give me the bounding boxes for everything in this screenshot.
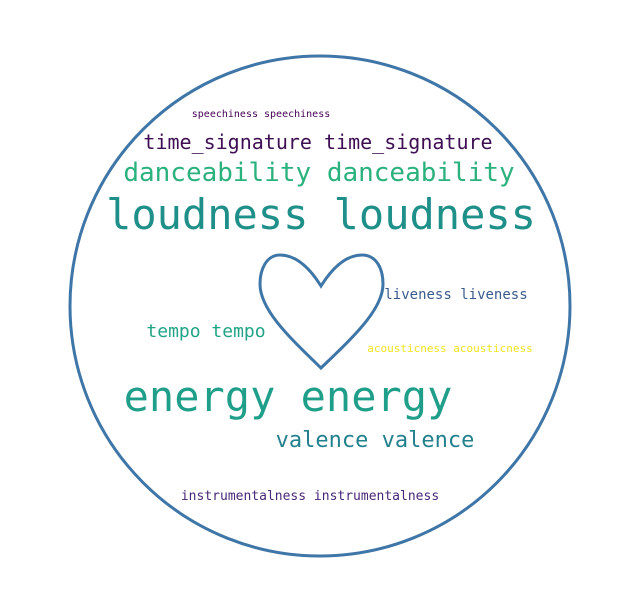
word-instrumentalness: instrumentalness instrumentalness (180, 489, 440, 504)
word-energy: energy energy (123, 372, 453, 421)
word-acousticness: acousticness acousticness (367, 342, 533, 355)
word-time-signature: time_signature time_signature (143, 130, 493, 154)
heart-outline-icon (258, 253, 385, 371)
word-speechiness: speechiness speechiness (191, 109, 331, 120)
word-tempo: tempo tempo (146, 321, 266, 342)
word-loudness: loudness loudness (106, 190, 536, 239)
word-valence: valence valence (275, 428, 475, 453)
word-liveness: liveness liveness (384, 287, 528, 303)
circle-outline (68, 54, 572, 558)
word-danceability: danceability danceability (123, 158, 515, 188)
